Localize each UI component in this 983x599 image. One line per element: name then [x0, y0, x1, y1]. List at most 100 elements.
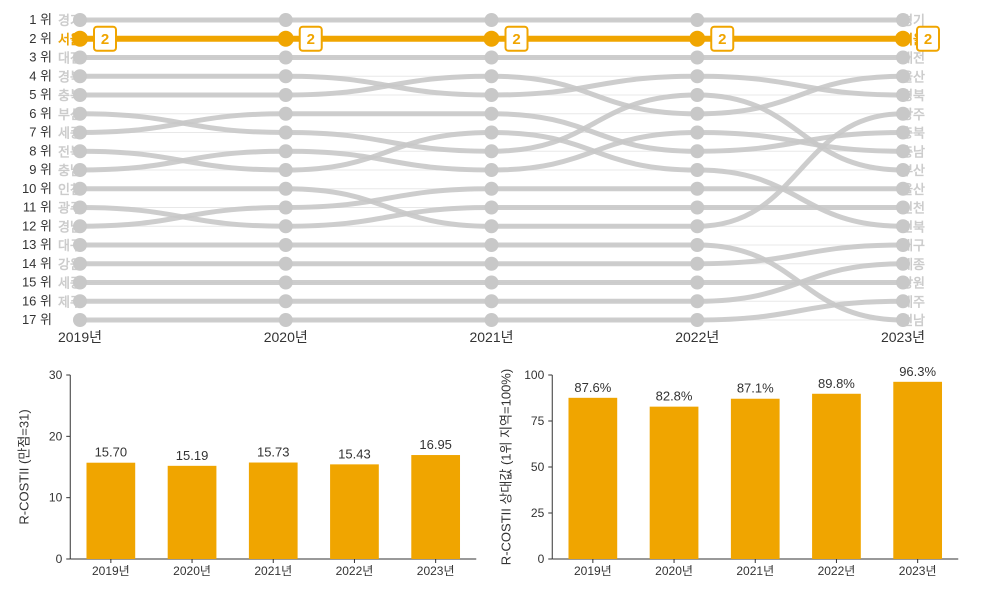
rank-label: 14 위: [22, 256, 52, 271]
rank-box-value: 2: [307, 31, 315, 48]
bar-x-label: 2023년: [417, 564, 455, 578]
series-node: [73, 219, 87, 233]
rank-label: 5 위: [29, 87, 52, 102]
bar-x-label: 2021년: [254, 564, 292, 578]
y-tick-label: 0: [537, 552, 544, 566]
bar: [649, 407, 698, 559]
series-node: [73, 126, 87, 140]
series-node: [896, 219, 910, 233]
series-node: [896, 51, 910, 65]
series-node: [896, 107, 910, 121]
bar-x-label: 2020년: [173, 564, 211, 578]
series-node: [279, 13, 293, 27]
series-node: [485, 238, 499, 252]
bar-x-label: 2021년: [736, 564, 774, 578]
y-axis-title: R-COSTII (만점=31): [16, 409, 31, 524]
y-tick-label: 75: [530, 414, 544, 428]
series-node: [485, 126, 499, 140]
series-node: [896, 126, 910, 140]
bar-x-label: 2022년: [336, 564, 374, 578]
bar-value-label: 96.3%: [899, 364, 936, 379]
series-node: [73, 276, 87, 290]
bump-chart: 1 위2 위3 위4 위5 위6 위7 위8 위9 위10 위11 위12 위1…: [10, 10, 973, 350]
series-node: [279, 182, 293, 196]
bar-value-label: 15.70: [95, 445, 128, 460]
series-node: [279, 144, 293, 158]
series-node: [73, 51, 87, 65]
series-node: [279, 107, 293, 121]
series-node: [896, 294, 910, 308]
series-node: [73, 182, 87, 196]
series-node: [73, 163, 87, 177]
bar-value-label: 15.73: [257, 445, 290, 460]
series-node: [485, 163, 499, 177]
bar-chart-left: 0102030R-COSTII (만점=31)15.702019년15.1920…: [10, 350, 492, 589]
rank-label: 17 위: [22, 312, 52, 327]
rank-box-value: 2: [924, 31, 932, 48]
bar-x-label: 2019년: [573, 564, 611, 578]
series-node: [73, 13, 87, 27]
rank-label: 10 위: [22, 181, 52, 196]
series-node: [690, 201, 704, 215]
year-label: 2021년: [469, 329, 513, 345]
series-node: [73, 107, 87, 121]
highlighted-node: [278, 31, 294, 47]
bar: [812, 394, 861, 559]
rank-label: 3 위: [29, 50, 52, 65]
series-node: [485, 313, 499, 327]
series-node: [73, 313, 87, 327]
bar: [330, 464, 379, 559]
bar-value-label: 82.8%: [655, 389, 692, 404]
bar-value-label: 87.1%: [736, 381, 773, 396]
bar: [568, 398, 617, 559]
series-node: [279, 126, 293, 140]
year-label: 2022년: [675, 329, 719, 345]
series-node: [896, 313, 910, 327]
bar: [893, 382, 942, 559]
series-node: [485, 13, 499, 27]
rank-label: 8 위: [29, 143, 52, 158]
bar-value-label: 16.95: [419, 437, 452, 452]
bar-x-label: 2022년: [817, 564, 855, 578]
chart-container: 1 위2 위3 위4 위5 위6 위7 위8 위9 위10 위11 위12 위1…: [10, 10, 973, 589]
highlighted-node: [484, 31, 500, 47]
series-node: [279, 276, 293, 290]
series-node: [896, 201, 910, 215]
rank-label: 13 위: [22, 237, 52, 252]
rank-box-value: 2: [718, 31, 726, 48]
bar: [249, 463, 298, 559]
series-node: [690, 238, 704, 252]
bar: [730, 399, 779, 559]
bar-x-label: 2019년: [92, 564, 130, 578]
series-node: [690, 219, 704, 233]
series-node: [896, 13, 910, 27]
rank-label: 2 위: [29, 31, 52, 46]
series-node: [485, 294, 499, 308]
series-node: [690, 257, 704, 271]
year-label: 2023년: [881, 329, 925, 345]
series-node: [485, 201, 499, 215]
series-node: [896, 69, 910, 83]
y-axis-title: R-COSTII 상대값 (1위 지역=100%): [498, 369, 513, 565]
series-node: [279, 88, 293, 102]
bar-chart-right: 0255075100R-COSTII 상대값 (1위 지역=100%)87.6%…: [492, 350, 974, 589]
series-node: [73, 294, 87, 308]
y-tick-label: 10: [49, 491, 63, 505]
series-node: [690, 88, 704, 102]
y-tick-label: 0: [56, 552, 63, 566]
rank-label: 6 위: [29, 106, 52, 121]
rank-label: 9 위: [29, 162, 52, 177]
rank-box-value: 2: [512, 31, 520, 48]
rank-label: 7 위: [29, 125, 52, 140]
series-node: [485, 107, 499, 121]
bar: [168, 466, 217, 559]
series-node: [690, 276, 704, 290]
series-node: [73, 69, 87, 83]
series-node: [485, 88, 499, 102]
series-node: [690, 51, 704, 65]
highlighted-label-left: 서울: [58, 32, 82, 47]
series-node: [279, 313, 293, 327]
series-node: [279, 219, 293, 233]
series-node: [485, 182, 499, 196]
series-node: [690, 107, 704, 121]
